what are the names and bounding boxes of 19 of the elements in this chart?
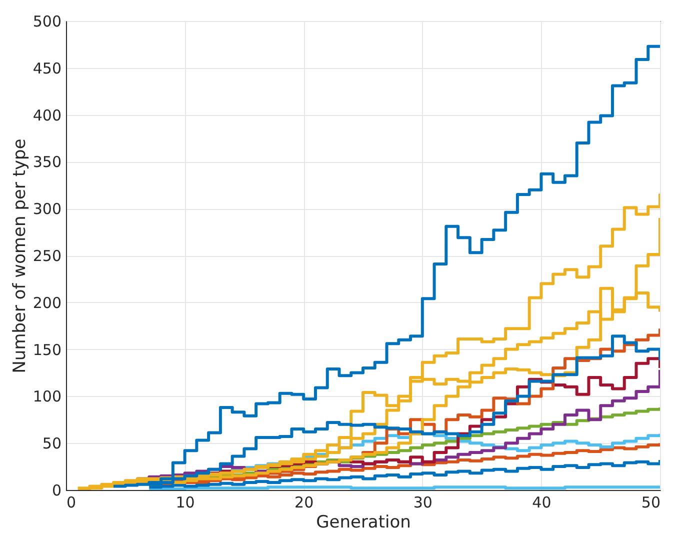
y-tick-label: 0 — [52, 482, 62, 500]
y-tick-label: 350 — [32, 153, 62, 172]
y-tick-label: 200 — [32, 294, 62, 312]
y-tick-label: 300 — [32, 200, 62, 218]
y-tick-label: 450 — [32, 59, 62, 78]
y-tick-label: 150 — [32, 340, 62, 359]
y-tick-label: 100 — [32, 388, 62, 406]
y-tick-label: 500 — [32, 12, 62, 30]
y-axis-title: Number of women per type — [10, 138, 30, 374]
x-tick-label: 20 — [294, 494, 314, 512]
y-tick-label: 50 — [42, 434, 62, 453]
y-tick-label: 250 — [32, 247, 62, 265]
x-tick-label: 40 — [532, 494, 552, 512]
x-tick-label: 10 — [176, 494, 195, 512]
x-tick-label: 0 — [66, 494, 76, 512]
y-tick-label: 400 — [32, 106, 62, 124]
x-tick-label: 50 — [641, 494, 660, 512]
x-tick-label: 30 — [413, 494, 432, 512]
x-axis-title: Generation — [316, 512, 411, 532]
